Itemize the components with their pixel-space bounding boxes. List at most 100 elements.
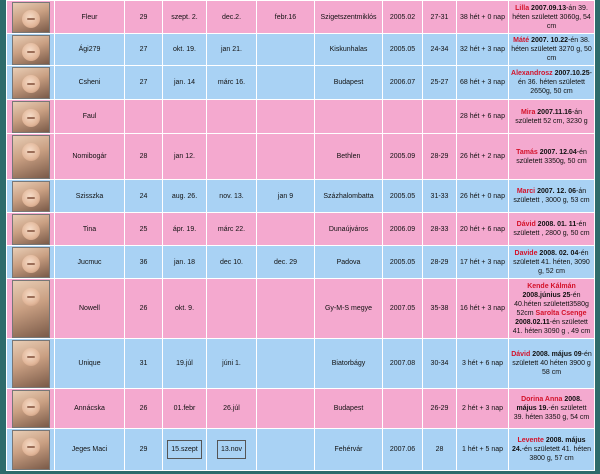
date3-cell	[256, 338, 315, 389]
table-row: Faul 28 hét + 6 nap Mira 2007.11.16-án szü…	[6, 99, 595, 134]
birth-note-cell: Máté 2007. 10.22-én 38. héten született …	[508, 33, 595, 66]
city-cell: Szigetszentmiklós	[314, 0, 383, 34]
date1-cell	[162, 99, 207, 134]
avatar[interactable]	[11, 246, 50, 278]
week-cell: 38 hét + 0 nap	[456, 0, 509, 34]
cycle-cell: 31-33	[422, 179, 457, 213]
year-cell: 2005.05	[382, 33, 423, 66]
birth-date: 2008.02.11	[515, 318, 550, 326]
birth-date: 2007. 12. 06	[537, 188, 577, 195]
year-cell: 2005.09	[382, 133, 423, 180]
username-cell[interactable]: Tina	[54, 212, 125, 246]
birth-note-cell: Davide 2008. 02. 04-én született 41. hét…	[508, 245, 595, 279]
table-row: Tina 25 ápr. 19. márc 22. Dunaújváros 2006.09…	[6, 212, 595, 246]
avatar-cell	[6, 179, 55, 213]
birth-date: 2008. május 24.	[511, 437, 586, 453]
year-cell: 2007.05	[382, 278, 423, 339]
username-cell[interactable]: Szisszka	[54, 179, 125, 213]
avatar[interactable]	[11, 429, 50, 470]
avatar-cell	[6, 278, 55, 339]
year-cell: 2007.08	[382, 338, 423, 389]
avatar[interactable]	[11, 134, 50, 179]
cycle-cell: 25-27	[422, 65, 457, 100]
avatar[interactable]	[11, 1, 50, 33]
date3-cell: febr.16	[256, 0, 315, 34]
date2-cell: nov. 13.	[206, 179, 257, 213]
date1-cell: aug. 26.	[162, 179, 207, 213]
username-cell[interactable]: Faul	[54, 99, 125, 134]
cycle-cell: 28-29	[422, 245, 457, 279]
avatar[interactable]	[11, 213, 50, 245]
week-cell: 17 hét + 3 nap	[456, 245, 509, 279]
table-row: Jeges Maci 29 15.szept 13.nov Fehérvár 2007.0…	[6, 428, 595, 471]
birth-date: 2008. 02. 04	[539, 249, 579, 257]
table-row: Szisszka 24 aug. 26. nov. 13. jan 9 Százhalom…	[6, 179, 595, 213]
city-cell: Százhalombatta	[314, 179, 383, 213]
birth-note-cell: Mira 2007.11.16-án született 52 cm, 3230…	[508, 99, 595, 134]
date1-cell: okt. 9.	[162, 278, 207, 339]
city-cell: Bethlen	[314, 133, 383, 180]
table-row: Jucmuc 36 jan. 18 dec 10. dec. 29 Padova 2005.…	[6, 245, 595, 279]
username-cell[interactable]: Fleur	[54, 0, 125, 34]
table-row: Annácska 26 01.febr 26.júl Budapest 26-29 2 hé…	[6, 388, 595, 429]
week-cell: 26 hét + 2 nap	[456, 133, 509, 180]
birth-date: 2007.11.16	[537, 108, 572, 116]
username-cell[interactable]: Ági279	[54, 33, 125, 66]
birth-note-cell: Kende Kálmán 2008.június 25-én 40.héten …	[508, 278, 595, 339]
age-cell: 27	[124, 65, 163, 100]
birth-note-cell: Tamás 2007. 12.04-én született 3350g, 50…	[508, 133, 595, 180]
username-cell[interactable]: Csheni	[54, 65, 125, 100]
avatar[interactable]	[11, 180, 50, 212]
date3-cell	[256, 99, 315, 134]
date1-cell: okt. 19.	[162, 33, 207, 66]
city-cell: Dunaújváros	[314, 212, 383, 246]
cycle-cell: 28	[422, 428, 457, 471]
avatar-cell	[6, 133, 55, 180]
date3-cell	[256, 33, 315, 66]
date3-cell	[256, 212, 315, 246]
avatar[interactable]	[11, 389, 50, 428]
username-cell[interactable]: Nowell	[54, 278, 125, 339]
birth-note-cell: Marci 2007. 12. 06-án született , 3000 g…	[508, 179, 595, 213]
baby-name: Davide	[514, 249, 540, 257]
age-cell	[124, 99, 163, 134]
birth-details: -én született 41. héten 3800 g, 57 cm	[521, 446, 591, 462]
year-cell	[382, 388, 423, 429]
date3-cell	[256, 133, 315, 180]
year-cell: 2005.05	[382, 245, 423, 279]
age-cell: 24	[124, 179, 163, 213]
username-cell[interactable]: Jeges Maci	[54, 428, 125, 471]
avatar-cell	[6, 212, 55, 246]
baby-name: Dávid	[516, 221, 538, 228]
date3-cell: dec. 29	[256, 245, 315, 279]
baby-name: Lilla	[515, 4, 532, 12]
table-row: Nomibogár 28 jan 12. Bethlen 2005.09 28-29 26 …	[6, 133, 595, 180]
age-cell: 29	[124, 0, 163, 34]
birth-details: -én született 39. héten 3350 g, 54 cm	[513, 405, 590, 421]
city-cell: Budapest	[314, 388, 383, 429]
birth-note-cell: Lilla 2007.09.13-án 39. héten született …	[508, 0, 595, 34]
birth-details: -én született , 2800 g, 50 cm	[513, 221, 590, 237]
avatar[interactable]	[11, 339, 50, 388]
avatar[interactable]	[11, 66, 50, 99]
week-cell: 28 hét + 6 nap	[456, 99, 509, 134]
baby-name: Alexandrosz	[511, 70, 555, 77]
username-cell[interactable]: Unique	[54, 338, 125, 389]
city-cell	[314, 99, 383, 134]
week-cell: 2 hét + 3 nap	[456, 388, 509, 429]
username-cell[interactable]: Annácska	[54, 388, 125, 429]
boxed-date: 15.szept	[167, 440, 202, 459]
cycle-cell: 30-34	[422, 338, 457, 389]
username-cell[interactable]: Jucmuc	[54, 245, 125, 279]
birth-note-cell: Dávid 2008. május 09-én született 40 hét…	[508, 338, 595, 389]
date2-cell	[206, 99, 257, 134]
table-row: Nowell 26 okt. 9. Gy-M-S megye 2007.05 35-38 1…	[6, 278, 595, 339]
avatar[interactable]	[11, 34, 50, 65]
avatar[interactable]	[11, 100, 50, 133]
birth-details: -én született 3350g, 50 cm	[516, 148, 587, 165]
username-cell[interactable]: Nomibogár	[54, 133, 125, 180]
avatar[interactable]	[11, 279, 50, 338]
age-cell: 25	[124, 212, 163, 246]
birth-details: -én 38. héten született 3270 g, 50 cm	[511, 37, 592, 62]
